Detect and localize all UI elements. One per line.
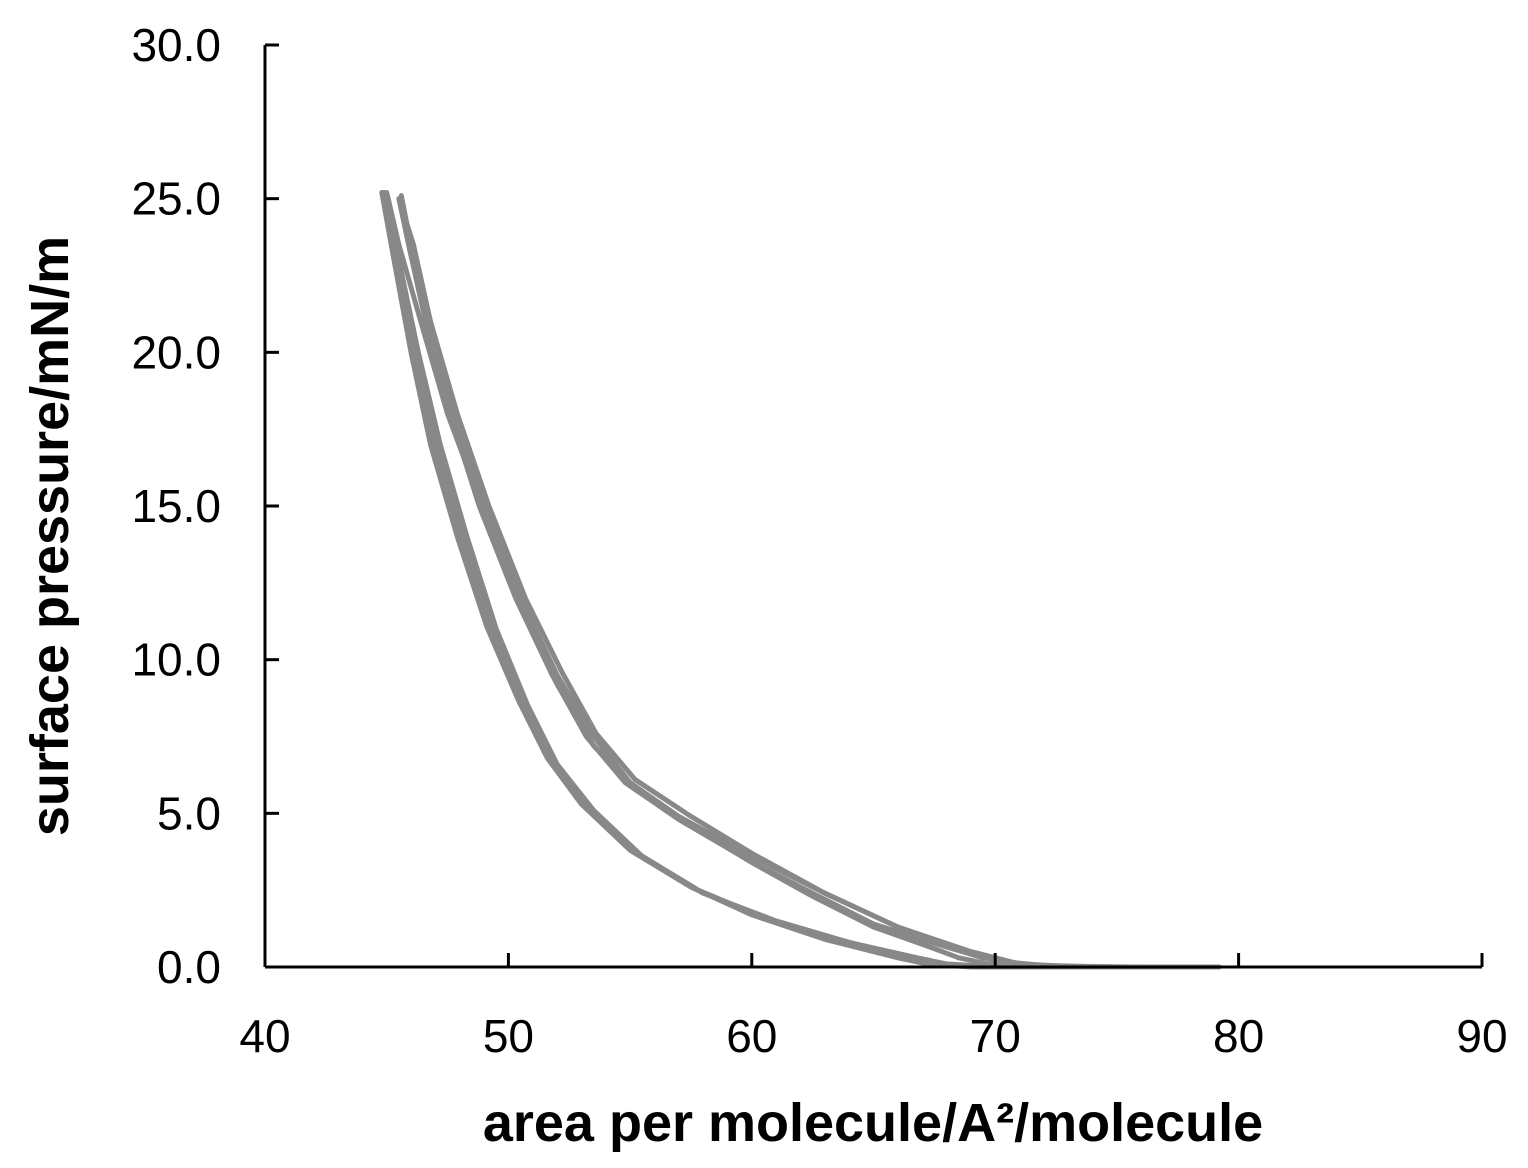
axes: [263, 43, 1484, 969]
y-tick-label-4: 20.0: [131, 326, 221, 378]
y-tick-label-5: 25.0: [131, 173, 221, 225]
y-tick-label-2: 10.0: [131, 634, 221, 686]
series-line-7: [379, 190, 1047, 970]
tick-labels: 0.0 5.0 10.0 15.0 20.0 25.0 30.0 40 50 60 70 80 90: [131, 19, 1507, 1062]
series-line-4: [384, 190, 1169, 970]
x-tick-label-0: 40: [239, 1010, 290, 1062]
x-tick-label-4: 80: [1213, 1010, 1264, 1062]
y-tick-label-1: 5.0: [157, 787, 221, 839]
x-tick-label-1: 50: [483, 1010, 534, 1062]
y-tick-label-3: 15.0: [131, 480, 221, 532]
x-tick-label-3: 70: [970, 1010, 1021, 1062]
y-axis-title: surface pressure/mN/m: [20, 236, 80, 836]
plot-lines: [379, 190, 1222, 970]
y-tick-label-0: 0.0: [157, 941, 221, 993]
x-axis-title: area per molecule/A²/molecule: [483, 1093, 1263, 1153]
x-tick-label-2: 60: [726, 1010, 777, 1062]
x-tick-label-5: 90: [1456, 1010, 1507, 1062]
y-tick-label-6: 30.0: [131, 19, 221, 71]
